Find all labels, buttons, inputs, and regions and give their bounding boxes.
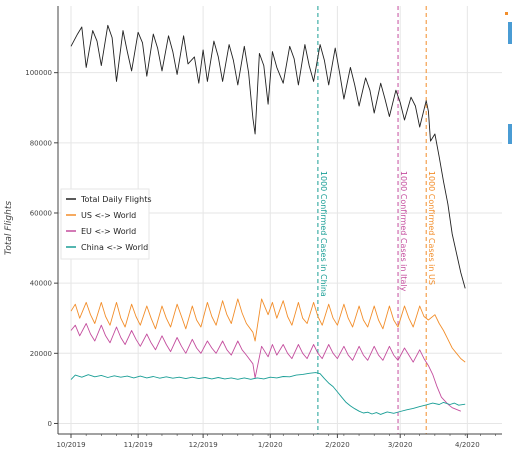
x-tick-label: 12/2019 <box>189 441 218 449</box>
y-tick-label: 20000 <box>30 350 52 358</box>
x-tick-label: 3/2020 <box>388 441 413 449</box>
legend-label: Total Daily Flights <box>80 195 152 204</box>
toolbar-pan-icon[interactable] <box>508 22 512 44</box>
legend-label: US <-> World <box>81 211 136 220</box>
legend-label: China <-> World <box>81 243 148 252</box>
y-tick-label: 60000 <box>30 209 52 217</box>
x-tick-label: 1/2020 <box>258 441 283 449</box>
series-line-total-daily-flights <box>70 24 466 289</box>
annotation-label: 1000 Confirmed Cases in US <box>427 171 436 285</box>
y-tick-label: 0 <box>48 420 52 428</box>
legend-label: EU <-> World <box>81 227 136 236</box>
x-tick-label: 4/2020 <box>455 441 480 449</box>
annotation-lines <box>317 6 427 434</box>
annotation-label: 1000 Confirmed Cases in Italy <box>399 171 408 292</box>
y-tick-label: 100000 <box>25 69 52 77</box>
grid-lines <box>58 6 502 434</box>
series-line-china-world <box>70 372 466 415</box>
series-line-eu-world <box>70 323 461 412</box>
series-lines <box>70 24 466 415</box>
axes: 0 20000 40000 60000 80000 100000 10/2019 11/201… <box>25 6 502 449</box>
x-tick-label: 11/2019 <box>124 441 153 449</box>
series-line-us-world <box>70 298 466 363</box>
legend: Total Daily Flights US <-> World EU <-> Wo… <box>60 188 152 260</box>
toolbar-zoom-icon[interactable] <box>508 124 512 144</box>
annotation-labels: 1000 Confirmed Cases in China 1000 Confir… <box>319 171 436 297</box>
y-axis-title: Total Flights <box>4 201 14 255</box>
annotation-label: 1000 Confirmed Cases in China <box>319 171 328 297</box>
x-tick-label: 10/2019 <box>56 441 85 449</box>
y-tick-label: 80000 <box>30 139 52 147</box>
toolbar-marker-icon <box>505 12 508 15</box>
x-tick-label: 2/2020 <box>325 441 350 449</box>
y-tick-label: 40000 <box>30 280 52 288</box>
